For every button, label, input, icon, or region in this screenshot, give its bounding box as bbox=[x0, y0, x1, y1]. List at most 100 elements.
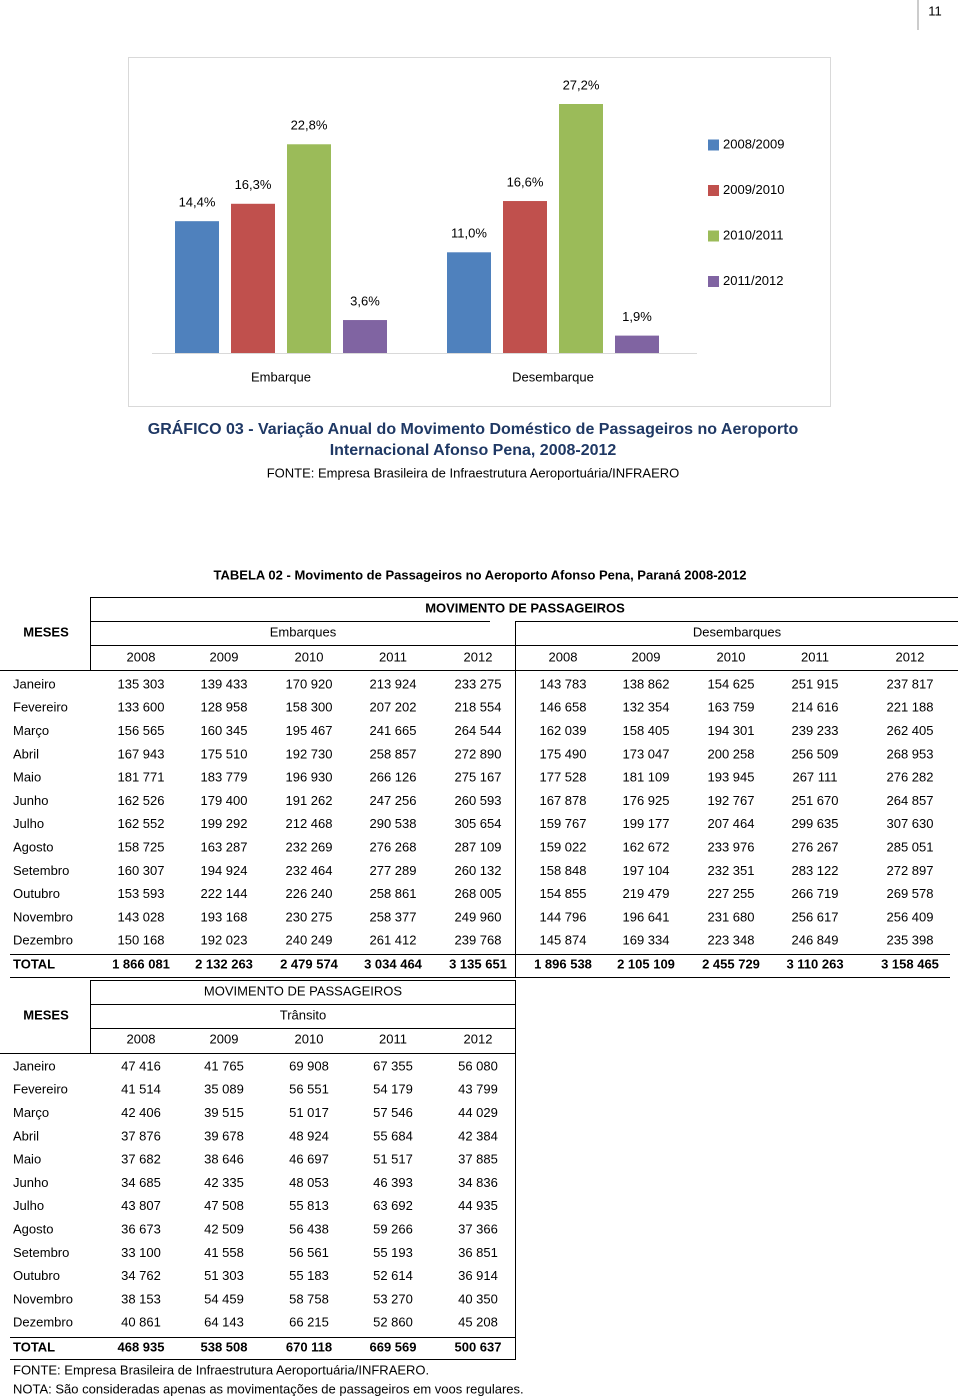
month-label: Janeiro bbox=[13, 1058, 56, 1073]
cell: 277 289 bbox=[370, 863, 417, 878]
category-label: Embarque bbox=[251, 369, 311, 384]
legend-swatch bbox=[708, 185, 719, 196]
year-header: 2008 bbox=[127, 1031, 156, 1046]
cell: 268 005 bbox=[455, 886, 502, 901]
year-header: 2012 bbox=[464, 1031, 493, 1046]
cell: 241 665 bbox=[370, 723, 417, 738]
cell: 170 920 bbox=[286, 676, 333, 691]
cell: 36 851 bbox=[458, 1245, 498, 1260]
month-label: TOTAL bbox=[13, 956, 55, 971]
cell: 138 862 bbox=[623, 676, 670, 691]
data-label: 3,6% bbox=[350, 293, 380, 308]
cell: 221 188 bbox=[887, 700, 934, 715]
cell: 37 876 bbox=[121, 1128, 161, 1143]
subgroup-header: Trânsito bbox=[280, 1007, 326, 1022]
page-number: 11 bbox=[928, 3, 942, 18]
month-label: Setembro bbox=[13, 863, 69, 878]
cell: 48 053 bbox=[289, 1175, 329, 1190]
cell: 231 680 bbox=[708, 909, 755, 924]
cell: 239 233 bbox=[792, 723, 839, 738]
month-label: Junho bbox=[13, 793, 48, 808]
year-header: 2009 bbox=[210, 1031, 239, 1046]
row-header: MESES bbox=[23, 1007, 69, 1022]
cell: 37 366 bbox=[458, 1222, 498, 1237]
cell: 153 593 bbox=[118, 886, 165, 901]
bar bbox=[343, 320, 387, 353]
cell: 266 719 bbox=[792, 886, 839, 901]
cell: 51 017 bbox=[289, 1105, 329, 1120]
cell: 3 034 464 bbox=[364, 956, 423, 971]
bar bbox=[559, 104, 603, 353]
cell: 3 135 651 bbox=[449, 956, 507, 971]
cell: 156 565 bbox=[118, 723, 165, 738]
cell: 3 158 465 bbox=[881, 956, 939, 971]
month-label: Novembro bbox=[13, 1291, 73, 1306]
cell: 69 908 bbox=[289, 1058, 329, 1073]
cell: 177 528 bbox=[540, 770, 587, 785]
year-header: 2011 bbox=[379, 1031, 407, 1046]
cell: 41 514 bbox=[121, 1082, 161, 1097]
cell: 285 051 bbox=[887, 840, 934, 855]
cell: 46 393 bbox=[373, 1175, 413, 1190]
cell: 222 144 bbox=[201, 886, 248, 901]
cell: 256 509 bbox=[792, 746, 839, 761]
cell: 267 111 bbox=[792, 770, 837, 785]
year-header: 2010 bbox=[717, 649, 746, 664]
cell: 176 925 bbox=[623, 793, 670, 808]
cell: 40 350 bbox=[458, 1291, 498, 1306]
cell: 251 915 bbox=[792, 676, 839, 691]
cell: 199 292 bbox=[201, 816, 248, 831]
cell: 162 526 bbox=[118, 793, 165, 808]
cell: 276 267 bbox=[792, 840, 839, 855]
cell: 230 275 bbox=[286, 909, 333, 924]
cell: 159 022 bbox=[540, 840, 587, 855]
cell: 36 673 bbox=[121, 1222, 161, 1237]
cell: 670 118 bbox=[286, 1339, 332, 1354]
cell: 1 896 538 bbox=[534, 956, 592, 971]
cell: 55 183 bbox=[289, 1268, 329, 1283]
month-label: Agosto bbox=[13, 840, 53, 855]
bar bbox=[287, 144, 331, 353]
legend-swatch bbox=[708, 139, 719, 151]
cell: 262 405 bbox=[887, 723, 934, 738]
month-label: Abril bbox=[13, 1128, 39, 1143]
cell: 193 945 bbox=[708, 770, 755, 785]
month-label: Fevereiro bbox=[13, 700, 68, 715]
month-label: Julho bbox=[13, 1198, 44, 1213]
cell: 58 758 bbox=[289, 1291, 329, 1306]
cell: 192 730 bbox=[286, 746, 333, 761]
cell: 160 345 bbox=[201, 723, 248, 738]
month-label: Janeiro bbox=[13, 676, 56, 691]
bar bbox=[503, 201, 547, 353]
cell: 44 935 bbox=[458, 1198, 498, 1213]
month-label: Setembro bbox=[13, 1245, 69, 1260]
month-label: Março bbox=[13, 1105, 49, 1120]
cell: 66 215 bbox=[289, 1315, 329, 1330]
cell: 192 023 bbox=[201, 933, 248, 948]
cell: 59 266 bbox=[373, 1222, 413, 1237]
legend-label: 2010/2011 bbox=[723, 227, 784, 242]
year-header: 2009 bbox=[632, 649, 661, 664]
cell: 213 924 bbox=[370, 676, 417, 691]
bar bbox=[231, 203, 275, 353]
year-header: 2008 bbox=[549, 649, 578, 664]
cell: 200 258 bbox=[708, 746, 755, 761]
cell: 266 126 bbox=[370, 770, 417, 785]
cell: 52 614 bbox=[373, 1268, 413, 1283]
cell: 2 455 729 bbox=[702, 956, 760, 971]
cell: 37 682 bbox=[121, 1152, 161, 1167]
cell: 290 538 bbox=[370, 816, 417, 831]
cell: 207 464 bbox=[708, 816, 755, 831]
cell: 133 600 bbox=[118, 700, 165, 715]
cell: 219 479 bbox=[623, 886, 670, 901]
cell: 214 616 bbox=[792, 700, 839, 715]
cell: 162 552 bbox=[118, 816, 165, 831]
cell: 146 658 bbox=[540, 700, 587, 715]
subgroup-header: Desembarques bbox=[693, 624, 782, 639]
cell: 36 914 bbox=[458, 1268, 498, 1283]
cell: 264 544 bbox=[455, 723, 502, 738]
cell: 246 849 bbox=[792, 933, 839, 948]
cell: 276 282 bbox=[887, 770, 934, 785]
cell: 207 202 bbox=[370, 700, 417, 715]
